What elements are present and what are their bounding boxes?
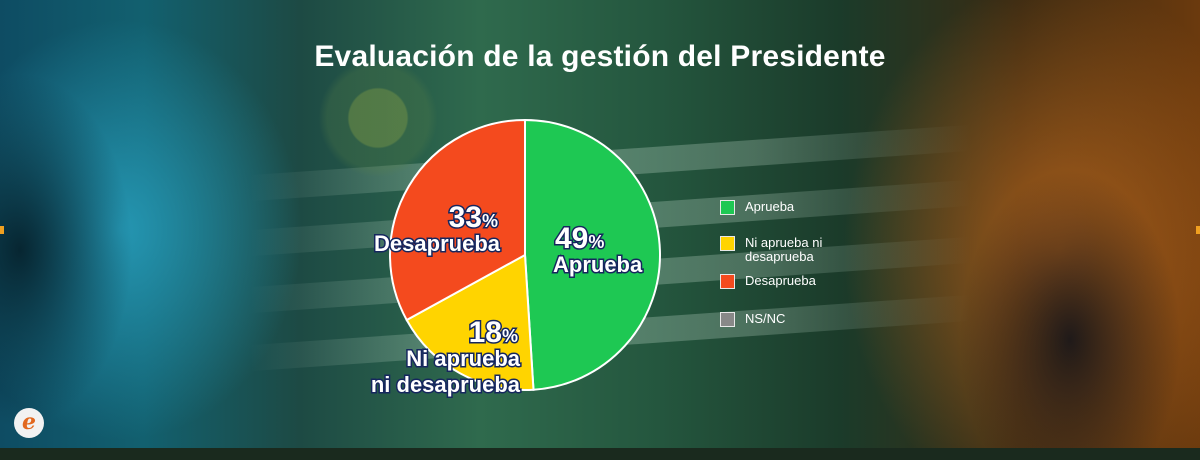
chart-title: Evaluación de la gestión del Presidente xyxy=(314,40,886,73)
flag-sun-emblem xyxy=(318,58,438,178)
edge-marker-left xyxy=(0,226,4,234)
legend-item-aprueba: Aprueba xyxy=(720,200,875,215)
legend-label: Ni aprueba ni desaprueba xyxy=(745,235,823,264)
right-portrait-president xyxy=(960,0,1200,448)
edge-marker-right xyxy=(1196,226,1200,234)
slice-value-label: 33% xyxy=(449,201,498,234)
slice-label-group: 49%Aprueba xyxy=(552,221,645,279)
legend-swatch-aprueba xyxy=(720,200,735,215)
legend-item-desaprueba: Desaprueba xyxy=(720,274,875,289)
slice-value-label: 49% xyxy=(555,222,604,255)
slice-name-label: ni desaprueba xyxy=(371,372,521,397)
legend-label: NS/NC xyxy=(745,311,786,326)
pie-slice-aprueba xyxy=(524,118,662,391)
legend-label: Desaprueba xyxy=(745,273,816,288)
pie-slice-ni-aprueba-ni-desaprueba xyxy=(405,253,535,391)
brand-logo: e xyxy=(14,408,44,438)
pie-slice-desaprueba xyxy=(389,118,526,322)
legend-swatch-ni-aprueba xyxy=(720,236,735,251)
slice-name-label: Desaprueba xyxy=(374,231,501,256)
legend-swatch-nsnc xyxy=(720,312,735,327)
legend-swatch-desaprueba xyxy=(720,274,735,289)
slice-label-group: 33%Desaprueba xyxy=(373,200,503,258)
slice-name-label: Aprueba xyxy=(553,252,643,277)
slice-value-label: 18% xyxy=(469,316,518,349)
legend-item-nsnc: NS/NC xyxy=(720,312,875,327)
left-portrait-silhouette xyxy=(0,20,240,460)
legend-item-ni-aprueba: Ni aprueba ni desaprueba xyxy=(720,236,855,264)
slice-name-label: Ni aprueba xyxy=(406,346,520,371)
legend-label: Aprueba xyxy=(745,199,795,214)
